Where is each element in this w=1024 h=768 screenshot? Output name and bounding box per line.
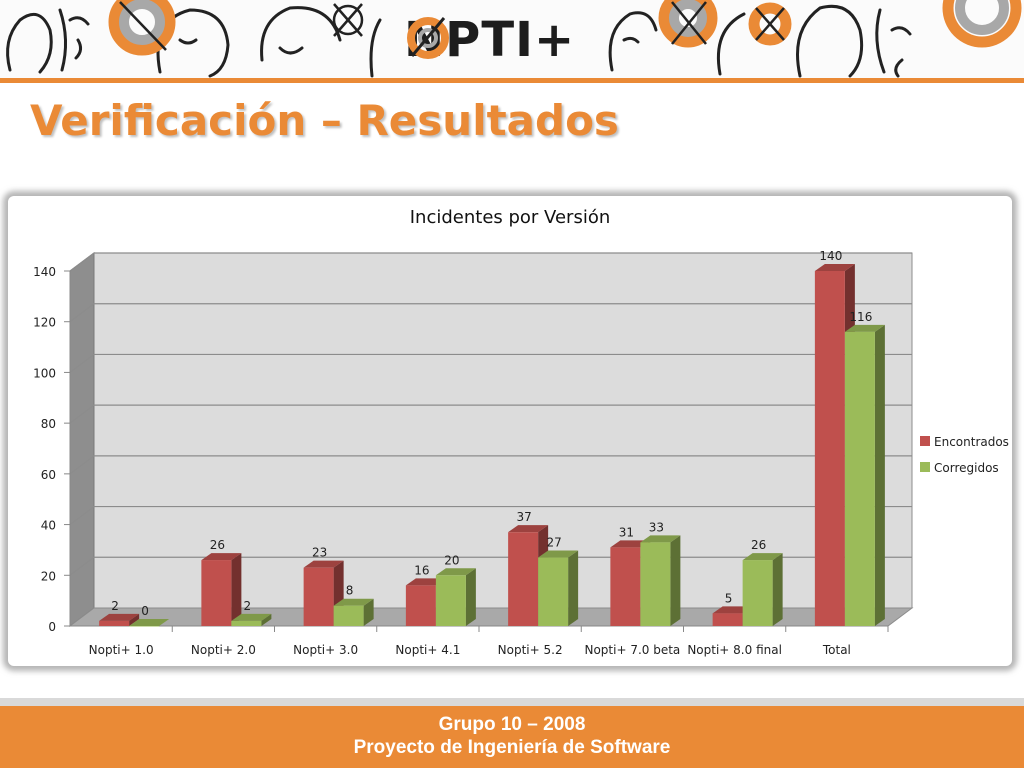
bar-corregidos [538, 557, 569, 626]
footer-course: Proyecto de Ingeniería de Software [353, 737, 671, 758]
x-tick-label: Nopti+ 3.0 [293, 643, 358, 657]
data-label: 2 [111, 599, 119, 613]
bar-side [363, 598, 374, 626]
x-tick-label: Nopti+ 8.0 final [687, 643, 782, 657]
y-tick-label: 120 [33, 316, 56, 330]
data-label: 116 [849, 310, 872, 324]
bar-encontrados [99, 620, 130, 626]
bar-top [844, 324, 885, 332]
chart-floor [68, 607, 914, 627]
bar-chart: Incidentes por Versión020406080100120140… [33, 207, 1009, 657]
bar-side [568, 550, 579, 626]
bar-corregidos [742, 560, 773, 626]
nopti-logo: N PTI+ [404, 12, 575, 68]
gridline [69, 252, 912, 272]
chart-side-wall [69, 252, 95, 627]
bar-encontrados [610, 547, 641, 626]
data-label: 23 [312, 546, 327, 560]
data-label: 2 [244, 599, 252, 613]
data-label: 8 [346, 584, 354, 598]
banner-artwork [6, 0, 1022, 78]
data-label: 26 [751, 538, 766, 552]
gridline [69, 404, 912, 424]
bar-side [261, 613, 272, 626]
bar-encontrados [201, 560, 232, 626]
data-label: 26 [210, 538, 225, 552]
data-label: 37 [516, 510, 531, 524]
bar-encontrados [303, 567, 334, 626]
chart-title: Incidentes por Versión [410, 207, 611, 228]
bar-encontrados [405, 585, 436, 626]
bar-corregidos [640, 542, 671, 626]
bar-corregidos [231, 620, 262, 626]
gridline [69, 353, 912, 373]
bar-side [670, 535, 681, 626]
x-tick-label: Nopti+ 2.0 [191, 643, 256, 657]
bar-encontrados [814, 271, 845, 626]
y-tick-label: 60 [41, 468, 56, 482]
data-label: 20 [444, 553, 459, 567]
footer: Grupo 10 – 2008 Proyecto de Ingeniería d… [0, 706, 1024, 768]
bar-side [231, 553, 242, 626]
gridline [69, 303, 912, 323]
bar-top [814, 264, 855, 271]
bar-top [129, 619, 170, 626]
bar-corregidos [435, 575, 466, 626]
gridline [69, 455, 912, 475]
y-tick-label: 20 [41, 569, 56, 583]
bar-top [303, 560, 344, 568]
data-label: 0 [141, 604, 149, 618]
bar-corregidos [844, 331, 875, 626]
bar-top [435, 568, 476, 576]
bar-top [742, 553, 783, 561]
legend-entry: Corregidos [934, 461, 999, 475]
legend-swatch [920, 462, 930, 472]
data-label: 16 [414, 563, 429, 577]
bar-top [99, 613, 140, 621]
bar-side [465, 568, 476, 626]
bar-corregidos [129, 626, 160, 627]
legend-swatch [920, 436, 930, 446]
y-tick-label: 0 [48, 620, 56, 634]
logo-suffix: PTI+ [445, 12, 576, 68]
bar-top [508, 525, 549, 533]
data-label: 33 [649, 520, 664, 534]
data-label: 27 [546, 536, 561, 550]
y-tick-label: 140 [33, 265, 56, 279]
y-tick-label: 100 [33, 366, 56, 380]
y-tick-label: 80 [41, 417, 56, 431]
header-divider [0, 78, 1024, 83]
bar-top [201, 553, 242, 561]
data-label: 31 [619, 525, 634, 539]
bar-top [333, 598, 374, 606]
x-tick-label: Nopti+ 1.0 [89, 643, 154, 657]
y-tick-label: 40 [41, 519, 56, 533]
chart-frame: Incidentes por Versión 0 20 40 60 80 100 120 140… [8, 196, 1012, 666]
bar-top [538, 550, 579, 558]
gridline [69, 505, 912, 526]
bar-side [129, 613, 140, 626]
header-banner: N PTI+ [0, 0, 1024, 78]
x-tick-label: Nopti+ 4.1 [395, 643, 460, 657]
bar-encontrados [508, 532, 539, 626]
footer-divider [0, 698, 1024, 706]
data-label: 140 [819, 249, 842, 263]
bar-side [874, 324, 885, 626]
x-tick-label: Total [822, 643, 851, 657]
slide-title: Verificación – Resultados [30, 96, 619, 145]
logo-target-icon [407, 17, 449, 59]
x-tick-label: Nopti+ 5.2 [498, 643, 563, 657]
bar-side [772, 553, 783, 626]
bar-top [231, 613, 272, 621]
legend-entry: Encontrados [934, 435, 1009, 449]
bar-top [640, 535, 681, 543]
bar-corregidos [333, 605, 364, 626]
footer-group: Grupo 10 – 2008 [438, 714, 586, 735]
x-tick-label: Nopti+ 7.0 beta [584, 643, 680, 657]
bar-encontrados [712, 613, 743, 626]
data-label: 5 [725, 591, 733, 605]
